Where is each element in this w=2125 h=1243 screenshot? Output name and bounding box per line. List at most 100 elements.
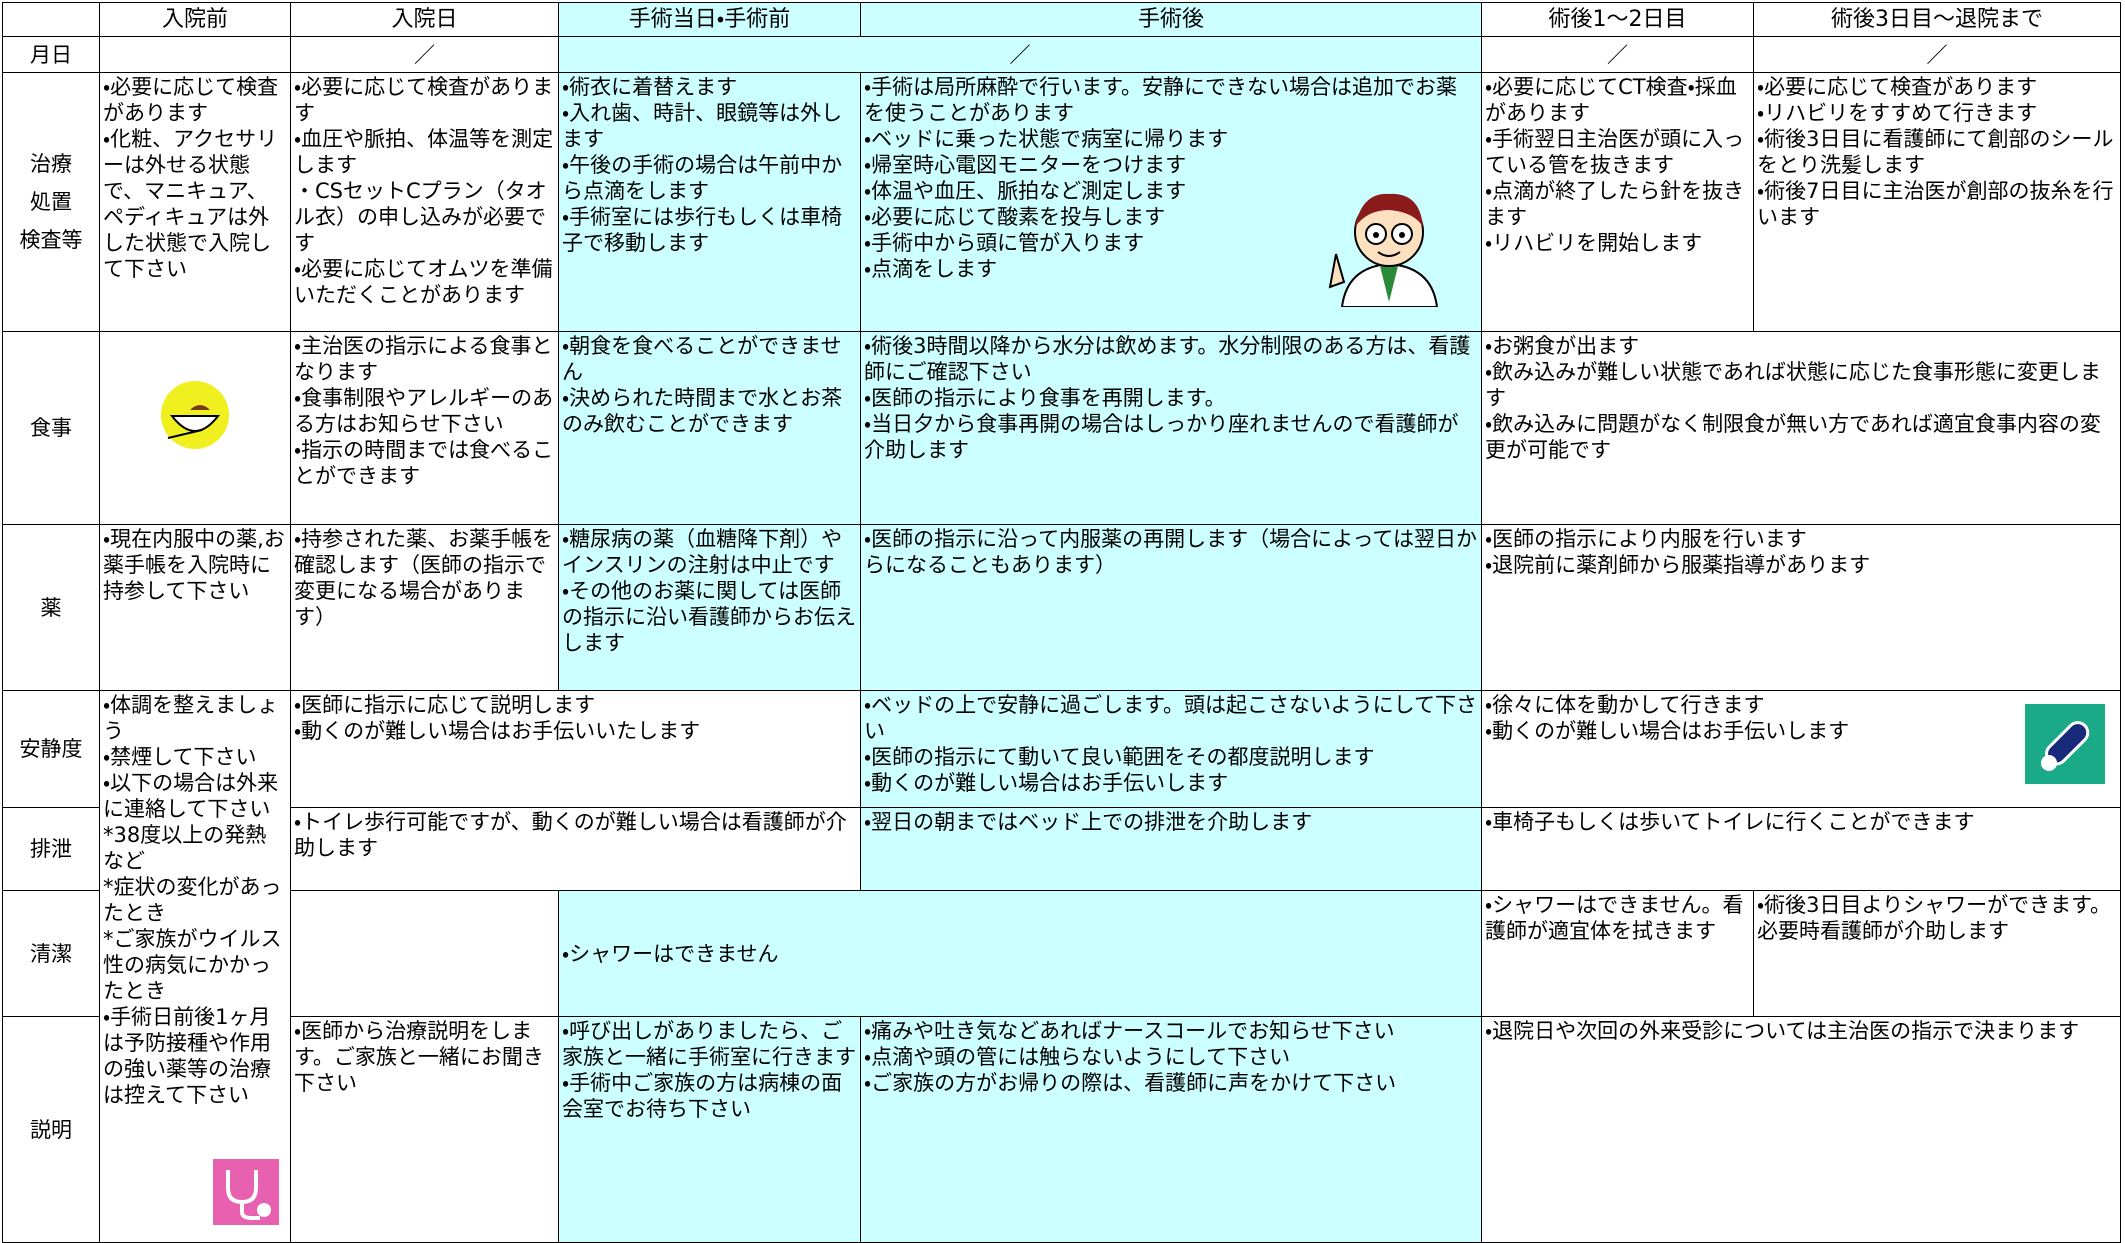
cell-text: ・動くのが難しい場合はお手伝いします bbox=[1485, 719, 1850, 743]
cell-text: ・シャワーはできません bbox=[562, 941, 779, 966]
cell-text: ・徐々に体を動かして行きます bbox=[1485, 693, 1765, 717]
table-row: 薬 ・現在内服中の薬,お薬手帳を入院時に持参して下さい ・持参された薬、お薬手帳を確… bbox=[2, 524, 2121, 691]
cell-text: ・必要に応じてオムツを準備いただくことがあります bbox=[294, 257, 553, 307]
cell-text: ・必要に応じて検査があります bbox=[1757, 75, 2038, 99]
cell-text: ・ご家族の方がお帰りの際は、看護師に声をかけて下さい bbox=[864, 1071, 1397, 1095]
cell-text: ・指示の時間までは食べることができます bbox=[294, 438, 554, 488]
table-cell: ・翌日の朝まではベッド上での排泄を介助します bbox=[860, 807, 1482, 891]
date-cell bbox=[99, 36, 291, 73]
table-cell: ・術後3日目よりシャワーができます。必要時看護師が介助します bbox=[1753, 890, 2121, 1017]
pill-shape bbox=[2025, 704, 2105, 784]
cell-text: *ご家族がウイルス性の病気にかかったとき bbox=[103, 927, 282, 1003]
cell-text: *症状の変化があったとき bbox=[103, 875, 282, 925]
table-cell: ・必要に応じて検査があります ・血圧や脈拍、体温等を測定します ・CSセットCプラン… bbox=[290, 72, 559, 332]
cell-text: ・朝食を食べることができません bbox=[562, 334, 842, 384]
cell-text: ・必要に応じて検査があります bbox=[294, 75, 554, 125]
cell-text: ・術後3日目よりシャワーができます。必要時看護師が介助します bbox=[1757, 893, 2111, 943]
table-cell: ・必要に応じて検査があります ・リハビリをすすめて行きます ・術後3日目に看護師にて… bbox=[1753, 72, 2121, 332]
cell-text: ・翌日の朝まではベッド上での排泄を介助します bbox=[864, 810, 1313, 834]
header-cell: 術後1～2日目 bbox=[1481, 2, 1754, 37]
cell-text: ・動くのが難しい場合はお手伝いいたします bbox=[294, 719, 701, 743]
header-cell: 術後3日目～退院まで bbox=[1753, 2, 2121, 37]
cell-text: ・必要に応じてCT検査・採血があります bbox=[1485, 75, 1737, 125]
cell-text: ・点滴をします bbox=[864, 257, 998, 281]
table-cell: ・主治医の指示による食事となります ・食事制限やアレルギーのある方はお知らせ下さい… bbox=[290, 331, 559, 525]
cell-text: ・禁煙して下さい bbox=[103, 745, 257, 769]
row-label-line: 処置 bbox=[30, 190, 72, 214]
pill-shape bbox=[2041, 755, 2057, 771]
table-row: 安静度 ・体調を整えましょう ・禁煙して下さい ・以下の場合は外来に連絡して下さい *3… bbox=[2, 690, 2121, 1243]
cell-text: ・持参された薬、お薬手帳を確認します（医師の指示で変更になる場合があります） bbox=[294, 527, 554, 629]
row-label-line: 薬 bbox=[40, 595, 62, 620]
cell-text: ・呼び出しがありましたら、ご家族と一緒に手術室に行きます bbox=[562, 1019, 856, 1069]
cell-text: ・その他のお薬に関しては医師の指示に沿い看護師からお伝えします bbox=[562, 579, 856, 655]
cell-text: ・リハビリをすすめて行きます bbox=[1757, 101, 2038, 125]
table-row: 治療 処置 検査等 ・必要に応じて検査があります ・化粧、アクセサリーは外せる状態で、マ… bbox=[2, 72, 2121, 332]
row-label-line: 検査等 bbox=[19, 228, 83, 252]
table-cell: ・痛みや吐き気などあればナースコールでお知らせ下さい ・点滴や頭の管には触らないよ… bbox=[860, 1016, 1482, 1243]
date-cell: ／ bbox=[558, 36, 1482, 73]
table-row: 説明 ・医師から治療説明をします。ご家族と一緒にお聞き下さい ・呼び出しがありました… bbox=[2, 1016, 2121, 1243]
cell-text: ・以下の場合は外来に連絡して下さい bbox=[103, 771, 279, 821]
steth-shape bbox=[240, 1202, 260, 1220]
cell-text: ・お粥食が出ます bbox=[1485, 334, 1640, 358]
row-label: 安静度 bbox=[2, 690, 100, 808]
cell-text: ・帰室時心電図モニターをつけます bbox=[864, 153, 1187, 177]
cell-text: ・ベッドに乗った状態で病室に帰ります bbox=[864, 127, 1229, 151]
steth-shape bbox=[213, 1159, 279, 1225]
doctor-shape bbox=[1373, 232, 1379, 238]
row-label: 薬 bbox=[2, 524, 100, 691]
rice-shape bbox=[161, 381, 229, 449]
cell-text: ・医師の指示により食事を再開します。 bbox=[864, 386, 1226, 410]
table-cell: ・車椅子もしくは歩いてトイレに行くことができます bbox=[1481, 807, 2121, 891]
table-cell: ・術後3時間以降から水分は飲めます。水分制限のある方は、看護師にご確認下さい ・医… bbox=[860, 331, 1482, 525]
steth-shape bbox=[257, 1203, 271, 1217]
header-cell: 手術当日・手術前 bbox=[558, 2, 861, 37]
cell-text: ・術後3日目に看護師にて創部のシールをとり洗髪します bbox=[1757, 127, 2114, 177]
cell-text: ・シャワーはできません。看護師が適宜体を拭きます bbox=[1485, 893, 1744, 943]
cell-text: ・入れ歯、時計、眼鏡等は外します bbox=[562, 101, 843, 151]
cell-text: *38度以上の発熱など bbox=[103, 823, 267, 873]
table-cell: ・体調を整えましょう ・禁煙して下さい ・以下の場合は外来に連絡して下さい *38度以… bbox=[99, 690, 291, 1243]
table-body: 月日 ／ ／ ／ ／ 治療 処置 検査等 ・必要に応じて検査があります ・化粧、アクセサ… bbox=[2, 36, 2121, 1243]
table-row: 食事 ・主治医の指示による食事となります ・食事制限やアレルギーのある方はお知らせ下… bbox=[2, 331, 2121, 525]
cell-text: ・食事制限やアレルギーのある方はお知らせ下さい bbox=[294, 386, 554, 436]
date-row: 月日 ／ ／ ／ ／ bbox=[2, 36, 2121, 73]
cell-text: ・主治医の指示による食事となります bbox=[294, 334, 553, 384]
cell-text: ・医師に指示に応じて説明します bbox=[294, 693, 596, 717]
row-label: 清潔 bbox=[2, 890, 100, 1017]
cell-text: ・術後3時間以降から水分は飲めます。水分制限のある方は、看護師にご確認下さい bbox=[864, 334, 1471, 384]
cell-text: ・手術翌日主治医が頭に入っている管を抜きます bbox=[1485, 127, 1745, 177]
cell-text: ・医師の指示により内服を行います bbox=[1485, 527, 1807, 551]
rice-shape bbox=[190, 405, 210, 410]
row-label: 説明 bbox=[2, 1016, 100, 1243]
rice-icon bbox=[160, 380, 230, 456]
table-cell: ・手術は局所麻酔で行います。安静にできない場合は追加でお薬を使うことがあります・… bbox=[860, 72, 1482, 332]
cell-text: ・午後の手術の場合は午前中から点滴をします bbox=[562, 153, 843, 203]
table-cell: ・呼び出しがありましたら、ご家族と一緒に手術室に行きます ・手術中ご家族の方は病棟… bbox=[558, 1016, 861, 1243]
row-label-line: 安静度 bbox=[19, 737, 83, 761]
cell-text: ・手術室には歩行もしくは車椅子で移動します bbox=[562, 205, 843, 255]
cell-text: ・飲み込みが難しい状態であれば状態に応じた食事形態に変更します bbox=[1485, 360, 2101, 410]
doctor-shape bbox=[1380, 266, 1398, 302]
doctor-shape bbox=[1399, 232, 1405, 238]
steth-icon bbox=[212, 1158, 280, 1232]
table-cell: ・医師に指示に応じて説明します ・動くのが難しい場合はお手伝いいたします bbox=[290, 690, 861, 808]
cell-text: ・医師から治療説明をします。ご家族と一緒にお聞き下さい bbox=[294, 1019, 544, 1095]
cell-text: ・体調を整えましょう bbox=[103, 693, 279, 743]
row-label-line: 治療 bbox=[30, 152, 72, 176]
table-cell: ・医師の指示に沿って内服薬の再開します（場合によっては翌日からになることもありま… bbox=[860, 524, 1482, 691]
cell-text: ・CSセットCプラン（タオル衣）の申し込みが必要です bbox=[294, 179, 547, 255]
table-cell: ・退院日や次回の外来受診については主治医の指示で決まります bbox=[1481, 1016, 2121, 1243]
row-label-line: 説明 bbox=[30, 1117, 72, 1142]
cell-text: ・トイレ歩行可能ですが、動くのが難しい場合は看護師が介助します bbox=[294, 810, 847, 860]
date-cell: ／ bbox=[1753, 36, 2121, 73]
corner-cell bbox=[2, 2, 100, 37]
header-row: 入院前 入院日 手術当日・手術前 手術後 術後1～2日目 術後3日目～退院まで bbox=[2, 2, 2121, 37]
table-cell: ・朝食を食べることができません ・決められた時間まで水とお茶のみ飲むことができます bbox=[558, 331, 861, 525]
table-cell: ・持参された薬、お薬手帳を確認します（医師の指示で変更になる場合があります） bbox=[290, 524, 559, 691]
table-row: 排泄 ・トイレ歩行可能ですが、動くのが難しい場合は看護師が介助します ・翌日の朝まで… bbox=[2, 807, 2121, 891]
cell-text: ・当日夕から食事再開の場合はしっかり座れませんので看護師が介助します bbox=[864, 412, 1459, 462]
